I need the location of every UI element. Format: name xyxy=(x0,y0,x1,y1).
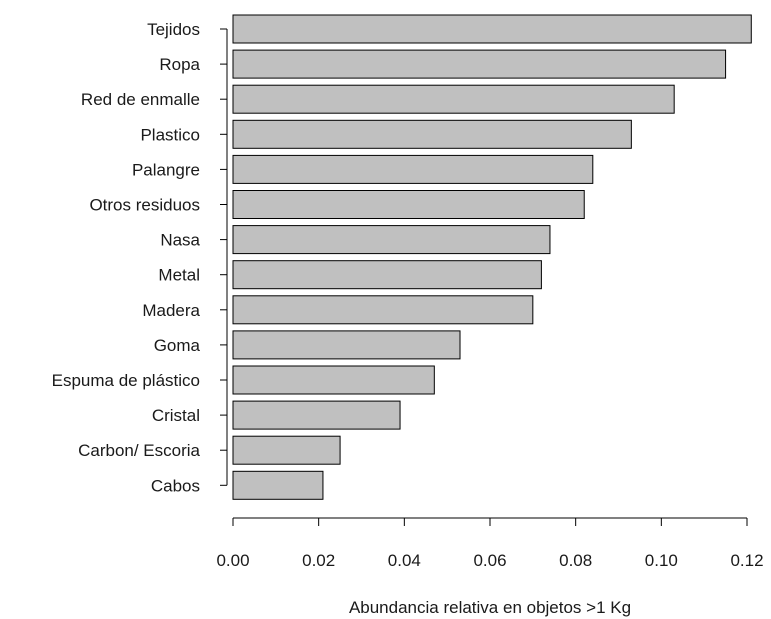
bars-group xyxy=(232,14,752,500)
bar-otros-residuos xyxy=(232,190,585,219)
category-label-tejidos: Tejidos xyxy=(147,20,200,39)
category-label-otros-residuos: Otros residuos xyxy=(89,196,200,215)
category-label-ropa: Ropa xyxy=(159,55,200,74)
x-tick-label: 0.02 xyxy=(302,551,335,570)
category-label-carbon-escoria: Carbon/ Escoria xyxy=(78,441,200,460)
bar-goma xyxy=(232,330,461,360)
category-label-nasa: Nasa xyxy=(160,231,200,250)
category-label-plastico: Plastico xyxy=(140,125,200,144)
bar-cristal xyxy=(232,400,401,430)
category-label-cabos: Cabos xyxy=(151,476,200,495)
x-tick-label: 0.06 xyxy=(473,551,506,570)
bar-tejidos xyxy=(232,14,752,44)
bar-red-de-enmalle xyxy=(232,84,675,114)
x-tick-label: 0.12 xyxy=(730,551,763,570)
x-tick-label: 0.00 xyxy=(216,551,249,570)
category-label-espuma-de-plastico: Espuma de plástico xyxy=(52,371,200,390)
bar-nasa xyxy=(232,225,551,255)
bar-carbon-escoria xyxy=(232,435,341,465)
bar-ropa xyxy=(232,49,727,79)
x-axis: 0.00 0.02 0.04 0.06 0.08 0.10 0.12 xyxy=(216,517,764,570)
bar-espuma-de-plastico xyxy=(232,365,435,395)
x-tick-label: 0.10 xyxy=(645,551,678,570)
x-tick-label: 0.08 xyxy=(559,551,592,570)
bar-cabos xyxy=(232,470,324,500)
category-label-madera: Madera xyxy=(142,301,200,320)
x-axis-title: Abundancia relativa en objetos >1 Kg xyxy=(349,598,631,617)
bar-metal xyxy=(232,260,542,290)
category-label-metal: Metal xyxy=(158,266,200,285)
category-label-palangre: Palangre xyxy=(132,160,200,179)
bar-plastico xyxy=(232,119,632,149)
category-label-goma: Goma xyxy=(154,336,201,355)
bar-palangre xyxy=(232,154,594,184)
bar-madera xyxy=(232,295,534,325)
y-axis: Tejidos Ropa Red de enmalle Plastico Palangr… xyxy=(52,20,228,495)
x-tick-label: 0.04 xyxy=(388,551,421,570)
category-label-red-de-enmalle: Red de enmalle xyxy=(81,90,200,109)
category-label-cristal: Cristal xyxy=(152,406,200,425)
